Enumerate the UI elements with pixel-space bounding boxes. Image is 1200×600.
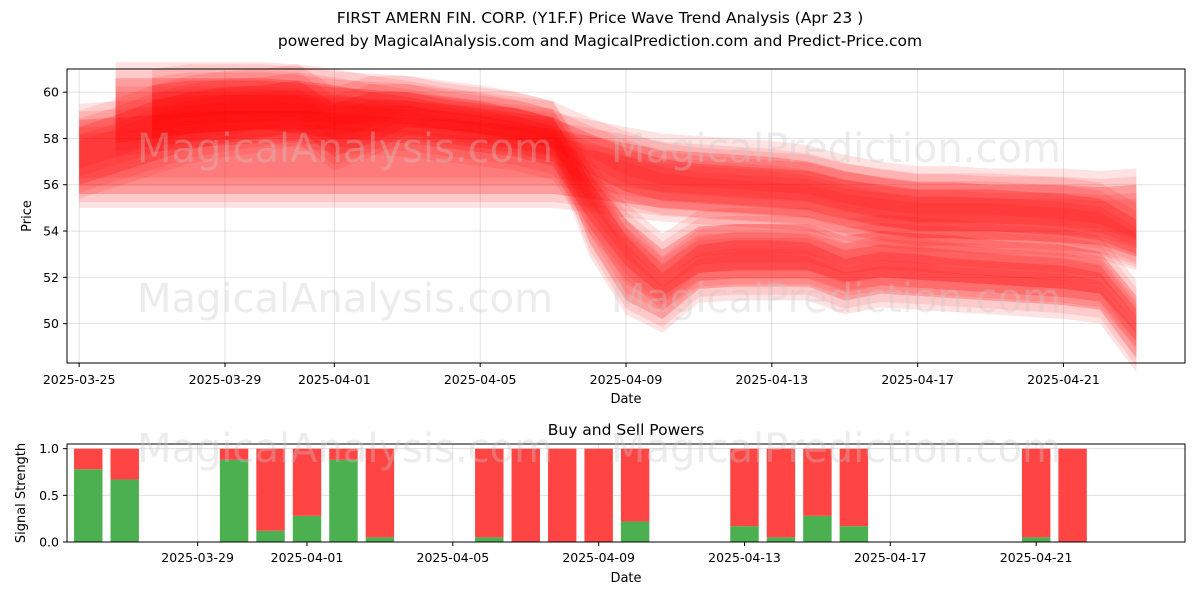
chart-subtitle: powered by MagicalAnalysis.com and Magic… — [277, 32, 923, 50]
price-wave-band — [152, 94, 1137, 347]
sell-power-bar — [365, 448, 395, 538]
price-x-tick-label: 2025-04-09 — [590, 372, 663, 387]
buy-power-bar — [219, 459, 249, 542]
price-x-tick-label: 2025-04-17 — [881, 372, 954, 387]
powers-x-tick-label: 2025-04-17 — [854, 550, 927, 565]
price-wave-band — [79, 94, 1137, 269]
powers-y-axis-label: Signal Strength — [14, 443, 29, 543]
price-wave-band — [152, 88, 1137, 341]
buy-power-bar — [839, 526, 869, 542]
price-axis-ticks: 2025-03-25 2025-03-29 2025-04-01 2025-04-05… — [43, 85, 1100, 387]
sell-power-bar — [1058, 448, 1087, 542]
powers-bars — [74, 448, 1087, 542]
powers-x-tick-label: 2025-04-01 — [271, 550, 344, 565]
buy-power-bar — [256, 530, 285, 542]
powers-axis-ticks: 2025-03-29 2025-04-01 2025-04-05 2025-04-09… — [39, 441, 1072, 565]
price-x-tick-label: 2025-03-29 — [189, 372, 262, 387]
buy-power-bar — [803, 515, 832, 542]
powers-x-tick-label: 2025-04-13 — [708, 550, 781, 565]
sell-power-bar — [766, 448, 796, 538]
price-wave-bands — [79, 62, 1137, 373]
sell-power-bar — [256, 448, 285, 531]
buy-power-bar — [730, 526, 759, 542]
price-x-axis-label: Date — [610, 392, 641, 407]
price-y-tick-label: 56 — [43, 177, 59, 192]
powers-y-tick-label: 1.0 — [39, 441, 59, 456]
sell-power-bar — [730, 448, 759, 527]
buy-power-bar — [620, 521, 650, 542]
sell-power-bar — [74, 448, 103, 470]
price-wave-band — [152, 72, 1137, 325]
price-wave-band — [79, 118, 1137, 265]
sell-power-bar — [110, 448, 139, 480]
price-wave-band — [79, 124, 1137, 271]
buy-power-bar — [292, 515, 322, 542]
buy-power-bar — [766, 537, 796, 542]
sell-power-bar — [219, 448, 249, 460]
powers-plot-frame — [66, 443, 1186, 543]
buy-power-bar — [365, 537, 395, 542]
sell-power-bar — [547, 448, 577, 542]
watermark-analysis-mid: MagicalAnalysis.com — [137, 276, 553, 322]
sell-power-bar — [803, 448, 832, 516]
chart-title: FIRST AMERN FIN. CORP. (Y1F.F) Price Wav… — [336, 9, 864, 27]
powers-y-tick-label: 0.5 — [39, 488, 59, 503]
price-x-tick-label: 2025-04-05 — [444, 372, 517, 387]
price-x-tick-label: 2025-04-01 — [298, 372, 371, 387]
price-y-axis-label: Price — [20, 200, 35, 232]
powers-x-tick-label: 2025-04-21 — [1000, 550, 1073, 565]
price-wave-band — [79, 64, 1137, 239]
sell-power-bar — [511, 448, 540, 542]
price-wave-band — [115, 70, 1137, 351]
price-wave-band — [79, 80, 1137, 255]
sell-power-bar — [620, 448, 650, 522]
price-grid — [67, 69, 1185, 363]
price-wave-band — [115, 86, 1137, 367]
watermark-analysis-bottom: MagicalAnalysis.com — [137, 426, 553, 472]
price-y-tick-label: 60 — [43, 85, 59, 100]
buy-power-bar — [110, 479, 139, 542]
powers-x-tick-label: 2025-04-05 — [417, 550, 490, 565]
price-wave-band — [152, 64, 1137, 317]
price-x-tick-label: 2025-03-25 — [43, 372, 116, 387]
watermark-prediction-mid: MagicalPrediction.com — [611, 276, 1061, 322]
price-wave-band — [79, 110, 1137, 257]
buy-power-bar — [74, 469, 103, 542]
price-x-tick-label: 2025-04-21 — [1027, 372, 1100, 387]
price-x-tick-label: 2025-04-13 — [735, 372, 808, 387]
price-y-tick-label: 52 — [43, 270, 59, 285]
price-wave-band — [79, 102, 1137, 249]
price-y-tick-label: 58 — [43, 131, 59, 146]
watermark-prediction-top: MagicalPrediction.com — [611, 126, 1061, 172]
sell-power-bar — [292, 448, 322, 516]
price-wave-band — [115, 92, 1137, 373]
powers-x-axis-label: Date — [610, 571, 641, 586]
sell-power-bar — [475, 448, 504, 538]
sell-power-bar — [1021, 448, 1051, 538]
powers-x-tick-label: 2025-04-09 — [562, 550, 635, 565]
powers-y-tick-label: 0.0 — [39, 535, 59, 550]
price-y-tick-label: 54 — [43, 224, 59, 239]
sell-power-bar — [329, 448, 358, 460]
powers-chart-title: Buy and Sell Powers — [548, 421, 705, 439]
price-wave-band — [152, 80, 1137, 333]
price-wave-band — [79, 88, 1137, 263]
price-y-tick-label: 50 — [43, 316, 59, 331]
powers-x-tick-label: 2025-03-29 — [161, 550, 234, 565]
buy-power-bar — [329, 459, 358, 542]
price-wave-band — [115, 78, 1137, 359]
watermark-analysis-top: MagicalAnalysis.com — [137, 126, 553, 172]
price-wave-band — [79, 94, 1137, 241]
sell-power-bar — [584, 448, 613, 542]
buy-power-bar — [1021, 537, 1051, 542]
price-wave-band — [115, 62, 1137, 343]
buy-power-bar — [475, 537, 504, 542]
watermark-prediction-bottom: MagicalPrediction.com — [611, 426, 1061, 472]
sell-power-bar — [839, 448, 869, 527]
price-wave-band — [79, 72, 1137, 247]
